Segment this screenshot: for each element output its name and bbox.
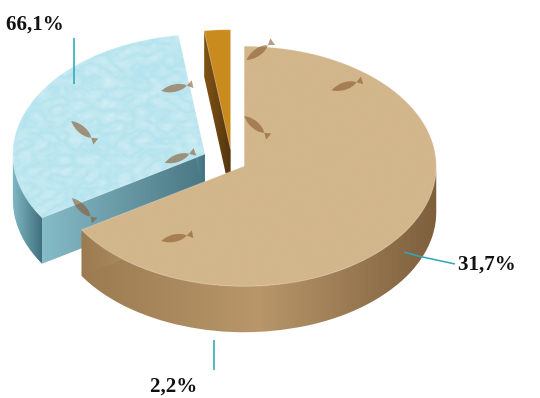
slice-label: 66,1%: [6, 11, 64, 35]
slice-sandstone: [80, 45, 437, 333]
leader-line: [403, 251, 456, 265]
slice-water: [12, 34, 206, 264]
slice-amber: [203, 29, 232, 196]
slice-label: 2,2%: [150, 373, 197, 397]
fossil-pattern: [71, 38, 364, 243]
slice-label: 31,7%: [458, 251, 516, 275]
